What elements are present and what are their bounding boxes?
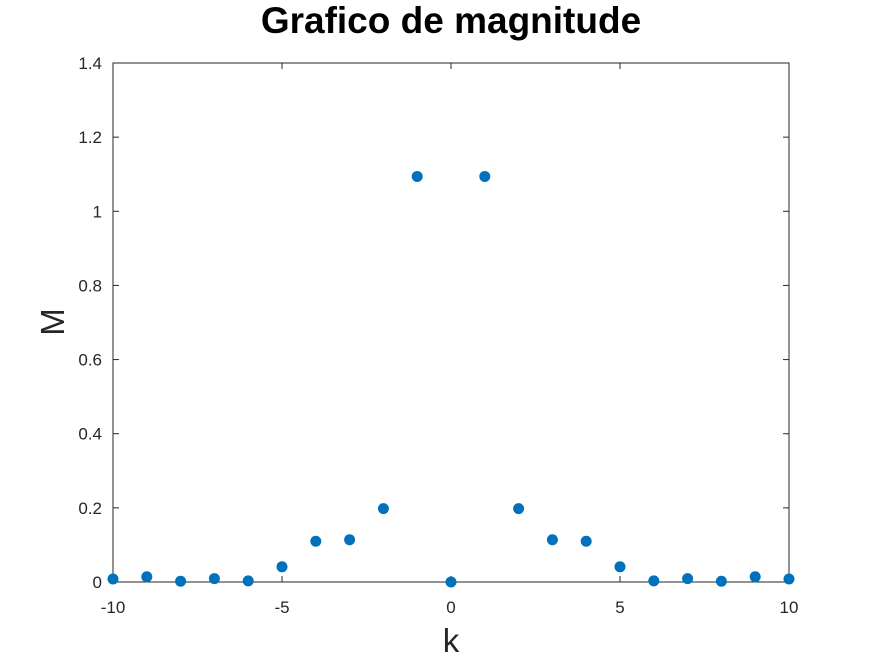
data-point bbox=[208, 573, 220, 585]
data-point bbox=[580, 535, 592, 547]
data-point bbox=[175, 575, 187, 587]
data-point bbox=[546, 534, 558, 546]
y-tick-label: 0.4 bbox=[78, 425, 102, 444]
y-tick-label: 0 bbox=[93, 573, 102, 592]
data-point bbox=[107, 573, 119, 585]
y-tick-label: 1.2 bbox=[78, 128, 102, 147]
data-point bbox=[310, 535, 322, 547]
data-point bbox=[242, 575, 254, 587]
data-point bbox=[783, 573, 795, 585]
data-point bbox=[648, 575, 660, 587]
x-axis-label: k bbox=[443, 622, 460, 654]
data-point bbox=[411, 170, 423, 182]
x-tick-label: -10 bbox=[101, 598, 126, 617]
data-point bbox=[479, 170, 491, 182]
y-tick-label: 0.2 bbox=[78, 499, 102, 518]
data-point bbox=[344, 534, 356, 546]
plot-area bbox=[112, 62, 790, 583]
data-point bbox=[141, 571, 153, 583]
data-points bbox=[107, 170, 795, 588]
data-point bbox=[715, 575, 727, 587]
chart-title: Grafico de magnitude bbox=[261, 0, 641, 41]
x-tick-label: 10 bbox=[780, 598, 799, 617]
y-tick-label: 1.4 bbox=[78, 54, 102, 73]
data-point bbox=[749, 571, 761, 583]
data-point bbox=[445, 576, 457, 588]
tick-labels: -10 -5 0 5 10 0 0.2 0.4 0.6 0.8 1 1.2 1.4 bbox=[78, 54, 798, 617]
x-tick-label: -5 bbox=[274, 598, 289, 617]
y-tick-label: 1 bbox=[93, 202, 102, 221]
x-tick-label: 5 bbox=[615, 598, 624, 617]
data-point bbox=[614, 561, 626, 573]
x-tick-label: 0 bbox=[446, 598, 455, 617]
data-point bbox=[377, 503, 389, 515]
y-tick-label: 0.8 bbox=[78, 276, 102, 295]
data-point bbox=[513, 503, 525, 515]
y-axis-label: M bbox=[34, 308, 71, 336]
data-point bbox=[276, 561, 288, 573]
y-tick-label: 0.6 bbox=[78, 351, 102, 370]
data-point bbox=[682, 573, 694, 585]
